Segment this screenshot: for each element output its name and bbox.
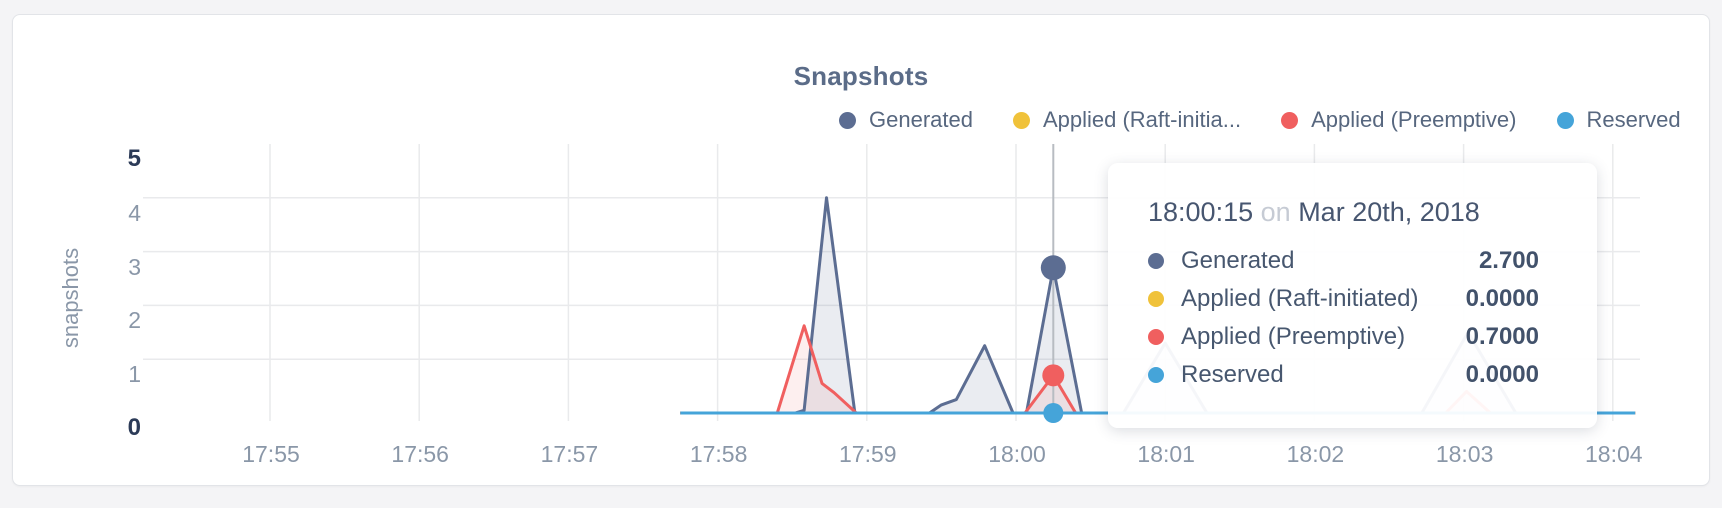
tooltip-connector: on [1260,197,1291,227]
tooltip-series-dot-icon [1148,329,1164,345]
x-tick-label: 17:56 [391,441,449,467]
tooltip-title: 18:00:15 on Mar 20th, 2018 [1148,197,1539,228]
tooltip-series-label: Generated [1181,247,1295,274]
tooltip-series-value: 0.0000 [1465,285,1539,312]
hover-marker-reserved [1043,403,1064,423]
legend-label: Generated [869,107,973,132]
legend-dot-icon [1281,111,1299,129]
tooltip-series-dot-icon [1148,367,1164,383]
legend-item-applied-preemptive-[interactable]: Applied (Preemptive) [1281,107,1517,133]
legend-item-applied-raft-initiated-[interactable]: Applied (Raft-initia... [1012,107,1242,133]
tooltip-series-label: Reserved [1181,361,1284,388]
tooltip-series-value: 0.7000 [1465,323,1539,350]
tooltip-row: Reserved 0.0000 [1148,356,1539,394]
legend-label: Reserved [1586,107,1681,132]
tooltip-series-value: 0.0000 [1465,361,1539,388]
chart-tooltip: 18:00:15 on Mar 20th, 2018 Generated 2.70… [1108,163,1597,428]
y-tick-label: 3 [128,253,141,280]
tooltip-row: Applied (Preemptive) 0.7000 [1148,318,1539,356]
legend-dot-icon [1012,111,1030,129]
legend-item-reserved[interactable]: Reserved [1556,107,1681,133]
x-tick-label: 18:02 [1286,441,1345,467]
legend-label: Applied (Preemptive) [1311,107,1517,132]
chart-title: Snapshots [793,61,929,91]
legend: Generated Applied (Raft-initia... Applied … [839,107,1681,133]
x-tick-label: 17:55 [242,441,300,467]
y-tick-label: 0 [127,414,141,441]
tooltip-row: Generated 2.700 [1148,242,1539,280]
legend-label: Applied (Raft-initia... [1042,107,1242,132]
tooltip-series-dot-icon [1148,291,1164,307]
legend-dot-icon [1556,111,1574,129]
y-tick-label: 4 [128,199,141,226]
y-tick-label: 5 [127,145,141,172]
tooltip-rows: Generated 2.700 Applied (Raft-initiated) 0.… [1148,242,1539,394]
hover-marker-generated [1040,255,1066,281]
hover-marker-applied-preemptive- [1042,364,1065,387]
x-tick-label: 17:58 [689,441,748,467]
x-tick-label: 17:57 [540,441,599,467]
x-tick-label: 18:04 [1585,441,1643,467]
tooltip-row: Applied (Raft-initiated) 0.0000 [1148,280,1539,318]
tooltip-series-value: 2.700 [1478,247,1539,274]
tooltip-date: Mar 20th, 2018 [1298,197,1480,227]
legend-item-generated[interactable]: Generated [839,107,973,133]
y-tick-label: 2 [128,307,141,334]
tooltip-series-label: Applied (Raft-initiated) [1181,285,1419,312]
y-tick-label: 1 [128,361,141,388]
legend-dot-icon [839,111,856,129]
x-tick-label: 18:01 [1137,441,1195,467]
x-tick-label: 17:59 [839,441,897,467]
x-tick-label: 18:00 [988,441,1046,467]
tooltip-series-dot-icon [1148,253,1164,269]
tooltip-series-label: Applied (Preemptive) [1181,323,1406,350]
tooltip-time: 18:00:15 [1148,197,1254,227]
x-tick-label: 18:03 [1435,441,1494,467]
